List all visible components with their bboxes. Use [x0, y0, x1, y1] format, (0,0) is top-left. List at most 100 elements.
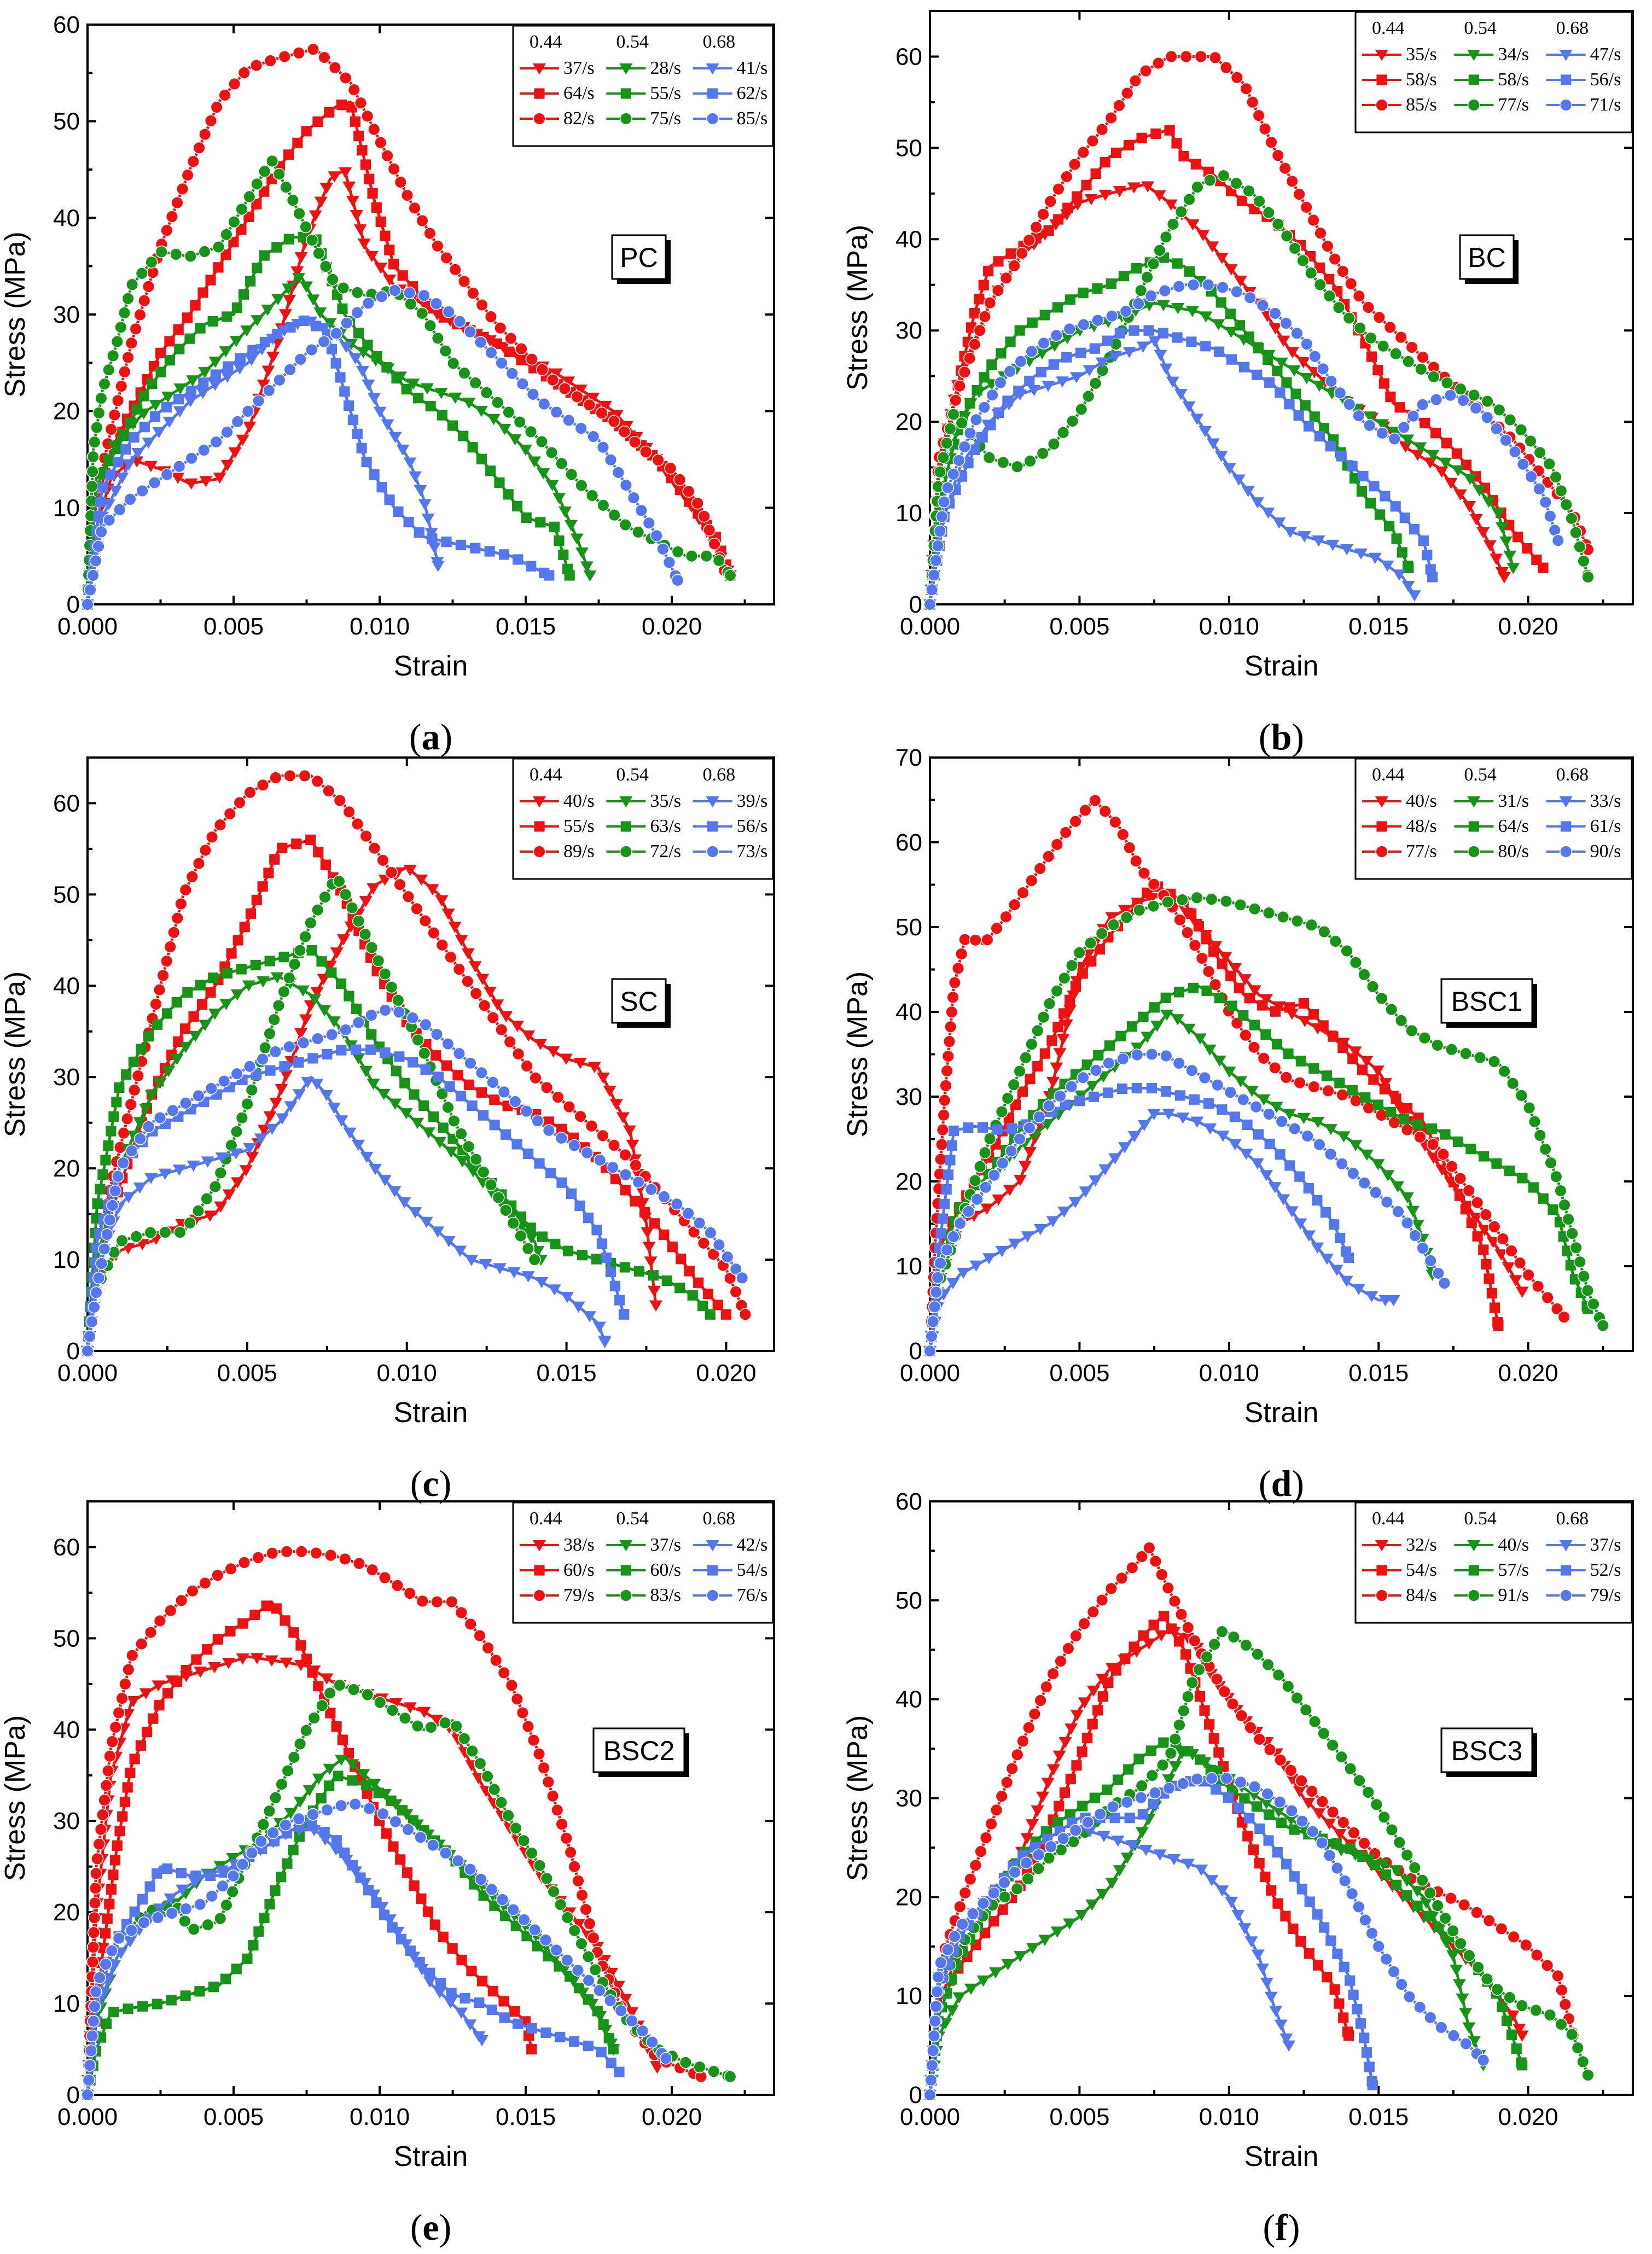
data-marker: [1581, 1284, 1594, 1297]
data-marker: [243, 786, 257, 799]
data-marker: [91, 1852, 104, 1865]
data-marker: [999, 910, 1013, 923]
data-marker: [580, 561, 594, 573]
data-marker: [673, 473, 687, 486]
data-marker: [85, 480, 98, 493]
data-marker: [308, 994, 322, 1006]
data-marker: [294, 1737, 307, 1750]
data-marker: [164, 1893, 177, 1905]
data-marker: [1363, 411, 1377, 423]
data-marker: [939, 1198, 950, 1209]
data-marker: [656, 543, 670, 556]
data-marker: [707, 2065, 720, 2078]
data-marker: [339, 386, 350, 397]
data-marker: [179, 1042, 193, 1053]
data-marker: [1077, 968, 1088, 979]
data-marker: [968, 338, 981, 351]
data-marker: [1161, 1581, 1174, 1594]
data-marker: [558, 506, 572, 518]
data-marker: [1205, 1772, 1218, 1785]
data-marker: [619, 1994, 632, 2005]
data-marker: [1014, 355, 1027, 368]
data-marker: [521, 1271, 535, 1283]
data-marker: [86, 450, 100, 463]
data-marker: [1295, 1774, 1308, 1787]
data-marker: [1392, 569, 1406, 581]
data-marker: [982, 1253, 996, 1265]
data-marker: [1347, 1167, 1360, 1180]
data-marker: [587, 1062, 601, 1073]
data-marker: [1587, 1297, 1600, 1311]
data-marker: [1057, 1206, 1071, 1218]
data-marker: [1349, 473, 1360, 484]
data-marker: [90, 1286, 103, 1299]
legend-entry-label: 63/s: [650, 816, 681, 836]
data-marker: [352, 1016, 365, 1029]
data-marker: [1470, 1906, 1484, 1919]
data-marker: [1171, 138, 1182, 149]
y-tick-label: 0: [67, 2082, 80, 2109]
data-marker: [1562, 1245, 1573, 1256]
data-marker: [427, 533, 438, 544]
data-marker: [619, 1168, 632, 1181]
data-marker: [1195, 1754, 1206, 1765]
y-tick-label: 20: [53, 1155, 80, 1182]
data-marker: [586, 489, 599, 502]
data-marker: [226, 1853, 240, 1865]
data-marker: [326, 967, 337, 978]
legend-entry-label: 58/s: [1406, 69, 1437, 90]
data-marker: [466, 1965, 477, 1977]
legend-header: 0.54: [616, 765, 649, 785]
y-tick-label: 10: [53, 1990, 80, 2017]
x-axis-title: Strain: [1244, 650, 1319, 682]
data-marker: [144, 461, 158, 473]
data-marker: [1305, 266, 1318, 279]
data-marker: [1118, 1142, 1132, 1154]
data-marker: [95, 496, 106, 508]
data-marker: [136, 1044, 147, 1055]
legend-marker: [1376, 821, 1387, 832]
series-054-75-s: [81, 154, 737, 611]
data-marker: [437, 410, 447, 421]
legend-marker: [534, 1565, 545, 1576]
data-marker: [323, 960, 337, 972]
data-marker: [554, 1961, 565, 1972]
data-marker: [258, 165, 271, 178]
data-marker: [1223, 1792, 1234, 1803]
y-tick-label: 60: [895, 43, 922, 70]
data-marker: [1019, 1161, 1032, 1172]
data-marker: [1025, 1038, 1038, 1051]
legend-marker: [706, 796, 719, 808]
legend-marker: [533, 796, 546, 808]
data-marker: [99, 1958, 112, 1971]
data-marker: [109, 1855, 121, 1866]
x-tick-label: 0.005: [1049, 1360, 1109, 1387]
data-marker: [1412, 1900, 1423, 1912]
data-marker: [614, 1295, 625, 1306]
data-marker: [1484, 1273, 1494, 1284]
legend-marker: [1561, 821, 1572, 832]
data-marker: [568, 1860, 581, 1873]
data-marker: [1499, 536, 1513, 548]
data-marker: [1032, 1862, 1045, 1875]
data-marker: [1054, 1801, 1065, 1812]
data-marker: [377, 1088, 391, 1100]
data-marker: [1123, 139, 1135, 150]
data-marker: [1090, 168, 1101, 179]
data-marker: [985, 1818, 998, 1831]
data-marker: [263, 1027, 276, 1040]
data-marker: [1025, 874, 1038, 887]
data-marker: [1406, 1205, 1420, 1218]
data-marker: [1003, 1185, 1016, 1196]
y-tick-label: 50: [895, 1587, 922, 1614]
x-tick-label: 0.015: [537, 1360, 597, 1387]
data-marker: [478, 1110, 489, 1121]
chart-panel-b: 0.000 0.005 0.010 0.015 0.0200102030405060St…: [842, 10, 1634, 758]
data-marker: [448, 922, 462, 933]
data-marker: [1195, 952, 1208, 965]
data-marker: [171, 997, 182, 1008]
legend-marker: [533, 1589, 546, 1602]
data-marker: [1068, 1197, 1082, 1208]
data-marker: [126, 1696, 140, 1708]
